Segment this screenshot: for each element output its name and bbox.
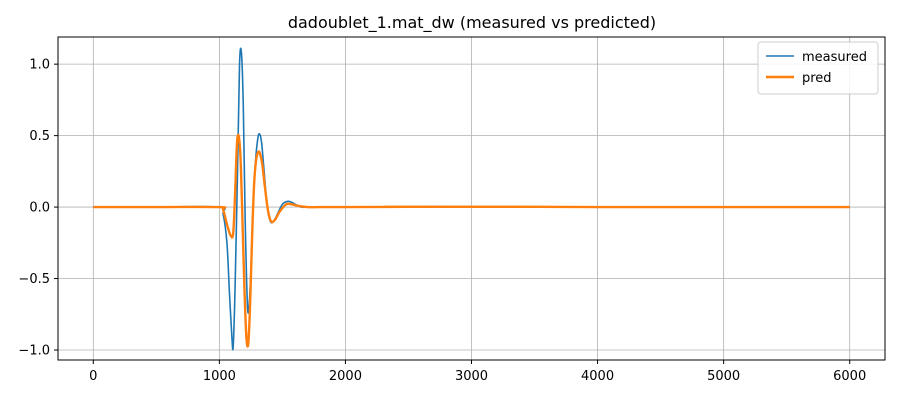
y-tick-label: 0.0 xyxy=(29,201,50,216)
chart-title: dadoublet_1.mat_dw (measured vs predicte… xyxy=(288,13,656,33)
series-line-pred xyxy=(93,133,850,348)
legend-box xyxy=(757,41,879,95)
x-tick-label: 2000 xyxy=(329,369,362,384)
axes: 0 1000 2000 3000 4000 5000 6000 −1.0 −0.5 0.0 0.5 1… xyxy=(18,36,886,384)
y-tick-label: −0.5 xyxy=(18,272,50,287)
x-tick-label: 6000 xyxy=(833,369,866,384)
y-tick-label: −1.0 xyxy=(18,343,50,358)
series-lines xyxy=(93,47,850,351)
x-tick-label: 3000 xyxy=(455,369,488,384)
legend: measured pred xyxy=(757,41,879,95)
legend-label-measured: measured xyxy=(802,50,867,65)
x-tick-label: 4000 xyxy=(581,369,614,384)
x-tick-label: 1000 xyxy=(203,369,236,384)
x-tick-label: 5000 xyxy=(707,369,740,384)
y-tick-label: 0.5 xyxy=(29,129,50,144)
y-tick-label: 1.0 xyxy=(29,58,50,73)
legend-label-pred: pred xyxy=(802,71,832,86)
x-tick-label: 0 xyxy=(89,369,97,384)
